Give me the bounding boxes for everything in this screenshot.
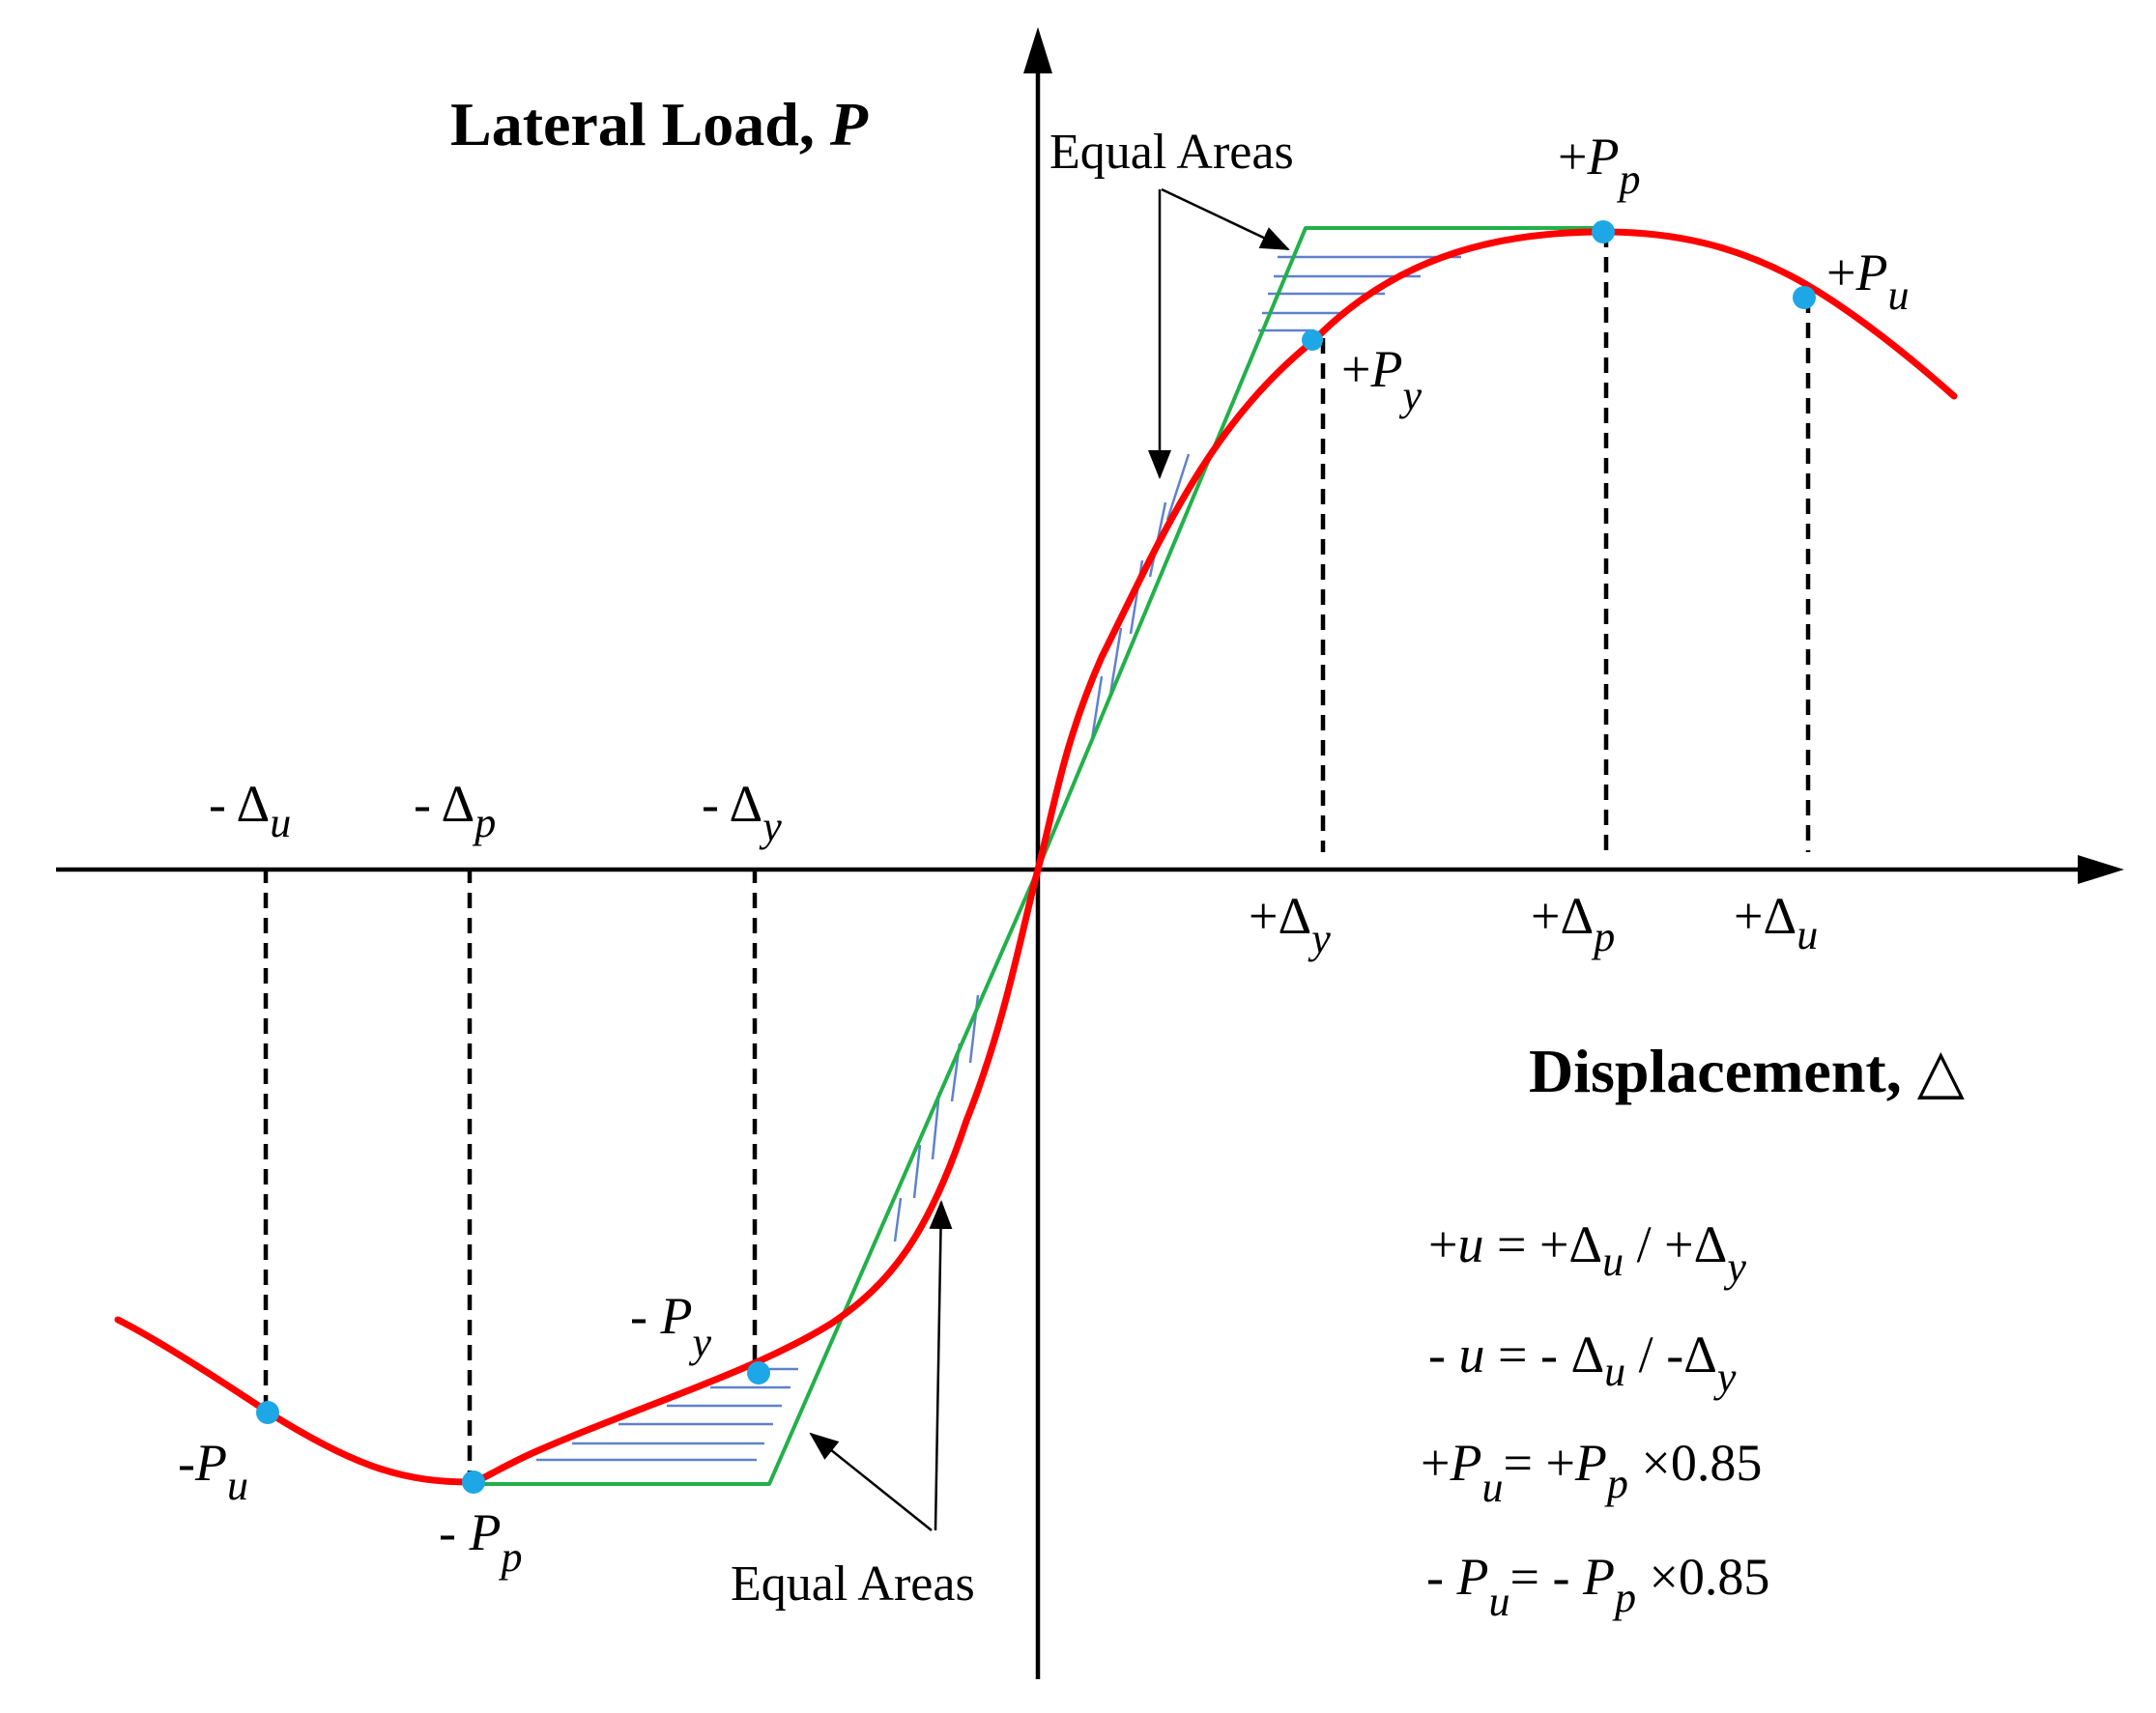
point-pos-py (1302, 329, 1323, 351)
label-neg-du: - Δu (209, 775, 291, 846)
equation-negative-ultimate-load: - Pu= - Pp ×0.85 (1426, 1548, 1769, 1625)
hatch-line (893, 1197, 903, 1242)
label-pos-py: +Py (1341, 340, 1422, 419)
equation-negative-ductility: - u = - Δu / -Δy (1428, 1326, 1737, 1401)
arrow-equal-areas-top-1 (1161, 187, 1290, 251)
bilinear-envelope-negative (474, 869, 1040, 1486)
point-neg-py (747, 1361, 770, 1385)
hatch-line (1090, 675, 1104, 740)
point-neg-pu (256, 1401, 279, 1424)
label-neg-pp: - Pp (439, 1503, 522, 1581)
hatch-line (1107, 627, 1123, 701)
key-points (256, 220, 1816, 1494)
ductility-equations: +u = +Δu / +Δy - u = - Δu / -Δy +Pu= +Pp… (1421, 1215, 1769, 1625)
label-pos-pu: +Pu (1826, 243, 1909, 319)
arrow-equal-areas-bottom-1 (809, 1432, 933, 1531)
label-pos-dy: +Δy (1249, 887, 1331, 962)
dashed-guides (263, 232, 1811, 1482)
point-pos-pu (1793, 286, 1816, 309)
arrow-equal-areas-bottom-2 (929, 1200, 953, 1531)
label-pos-dp: +Δp (1531, 887, 1615, 960)
label-neg-pu: -Pu (178, 1434, 248, 1509)
y-axis-arrowhead (1023, 27, 1052, 73)
label-neg-dy: - Δy (702, 775, 782, 850)
y-axis-title: Lateral Load, P (450, 90, 869, 158)
hatch-line (912, 1144, 922, 1199)
equation-positive-ultimate-load: +Pu= +Pp ×0.85 (1421, 1434, 1762, 1511)
label-pos-du: +Δu (1734, 887, 1818, 958)
equation-positive-ductility: +u = +Δu / +Δy (1428, 1215, 1746, 1291)
label-pos-pp: +Pp (1558, 128, 1640, 203)
bilinear-envelope-positive (1036, 226, 1606, 871)
equal-areas-arrows (809, 187, 1290, 1531)
label-neg-dp: - Δp (414, 775, 496, 846)
hatch-line (1165, 453, 1191, 521)
label-neg-py: - Py (630, 1287, 711, 1366)
hatch-line (931, 1091, 941, 1160)
x-axis-arrowhead (2078, 855, 2124, 884)
equal-areas-label-bottom: Equal Areas (731, 1556, 975, 1612)
equal-area-hatching (536, 255, 1461, 1462)
point-pos-pp (1592, 220, 1615, 243)
equal-areas-label-top: Equal Areas (1049, 125, 1294, 180)
bilinear-envelope (290, 228, 1606, 1565)
point-neg-pp (462, 1470, 485, 1494)
x-axis-title: Displacement, △ (1529, 1037, 1966, 1105)
